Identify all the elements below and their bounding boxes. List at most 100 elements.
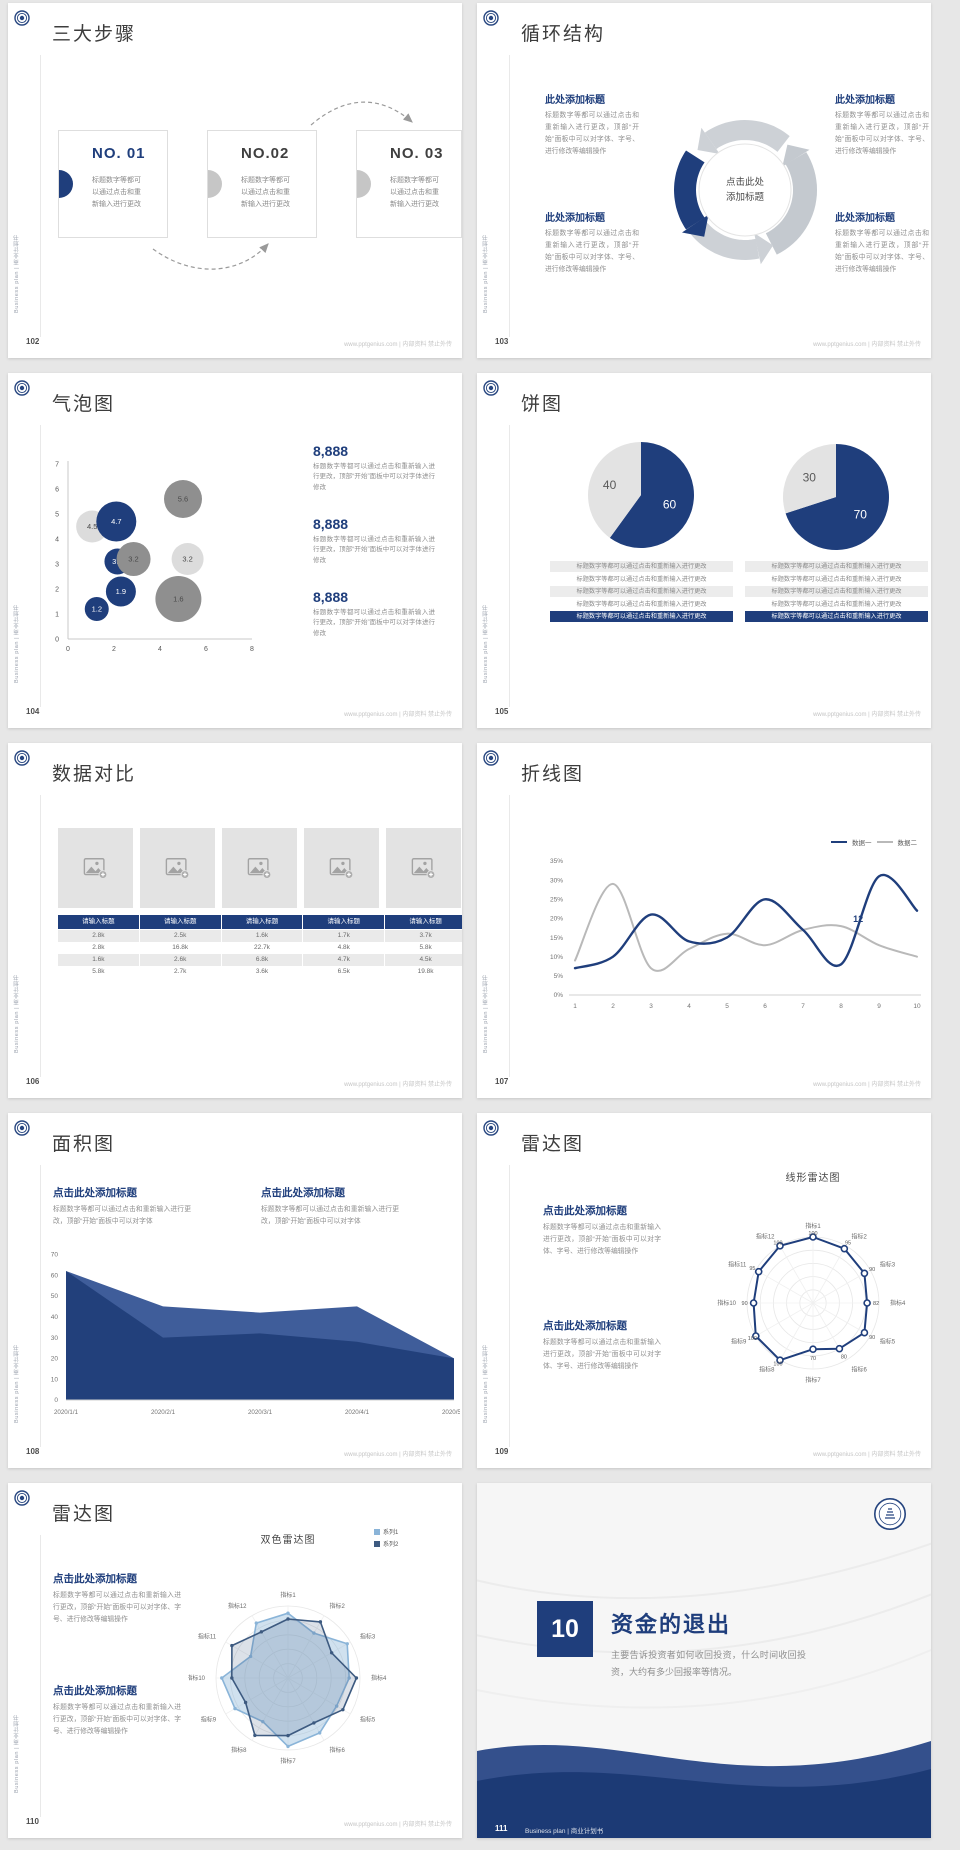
list-item: 标题数字等都可以通过点击和重新输入进行更改	[745, 586, 928, 597]
text-block: 此处添加标题 标题数字等都可以通过点击和重新输入进行更改，顶部“开始”面板中可以…	[835, 91, 929, 158]
section-title: 资金的退出	[611, 1612, 732, 1637]
text-block: 点击此处添加标题 标题数字等都可以通过点击和重新输入进行更改，顶部“开始”面板中…	[261, 1185, 411, 1228]
page-number: 103	[495, 337, 509, 346]
stat-value: 8,888	[313, 589, 349, 605]
radar-value: 95	[845, 1240, 851, 1246]
radar-value: 100	[748, 1336, 757, 1342]
sidebar-label: Business plan | 商业计划书	[483, 234, 489, 313]
radar-spoke	[812, 1269, 871, 1304]
divider	[40, 1165, 41, 1447]
cycle-center-line1: 点击此处	[725, 177, 764, 188]
pie-slice	[609, 442, 694, 548]
block-body: 标题数字等都可以通过点击和重新输入进行更改，顶部“开始”面板中可以对字体、字号、…	[545, 230, 639, 274]
text-block: 点击此处添加标题 标题数字等都可以通过点击和重新输入进行更改，顶部“开始”面板中…	[53, 1185, 203, 1228]
half-circle	[208, 170, 222, 198]
legend-label: 数据二	[897, 840, 918, 847]
slide-106: Business plan | 商业计划书 数据对比 请输入标题 请输入标题 请…	[8, 743, 462, 1098]
block-body: 标题数字等都可以通过点击和重新输入进行更改，顶部“开始”面板中可以对字体、字号、…	[835, 230, 929, 274]
axis-tick: 2020/5/1	[442, 1409, 460, 1416]
radar-point	[233, 1706, 237, 1711]
step-number: NO. 01	[92, 145, 146, 162]
footer-site-text: www.pptgenius.com | 内部资料 禁止外传	[813, 1452, 921, 1458]
page-title: 饼图	[521, 394, 564, 415]
radar-point	[286, 1617, 290, 1621]
bubble-label: 4.7	[111, 517, 121, 526]
radar-spoke	[251, 1677, 289, 1741]
cycle-arrowhead	[697, 127, 720, 154]
block-body: 标题数字等都可以通过点击和重新输入进行更改，顶部“开始”面板中可以对字体、字号、…	[543, 1339, 661, 1371]
bubble-label: 1.6	[173, 595, 183, 604]
axis-tick: 0	[66, 646, 70, 653]
block-heading: 点击此处添加标题	[53, 1573, 137, 1585]
legend-swatch-series2	[876, 840, 893, 844]
footer-brand: Business plan | 商业计划书	[525, 1828, 604, 1835]
stat-value: 8,888	[313, 443, 349, 459]
cycle-arrow	[704, 119, 790, 152]
axis-tick: 7	[801, 1003, 805, 1010]
radar-axis-label: 指标12	[756, 1232, 775, 1240]
stat-block: 8,888 标题数字等都可以通过点击和重新输入进行更改，顶部“开始”面板中可以对…	[313, 516, 448, 566]
sidebar-label: Business plan | 商业计划书	[14, 974, 20, 1053]
block-body: 标题数字等都可以通过点击和重新输入进行更改，顶部“开始”面板中可以对字体	[53, 1206, 191, 1226]
text-block: 点击此处添加标题 标题数字等都可以通过点击和重新输入进行更改，顶部“开始”面板中…	[543, 1203, 661, 1258]
list-item-highlight: 标题数字等都可以通过点击和重新输入进行更改	[745, 611, 928, 622]
list-item: 标题数字等都可以通过点击和重新输入进行更改	[771, 575, 902, 583]
radar-point	[860, 1328, 869, 1337]
legend-swatch-series1	[374, 1528, 380, 1535]
step-card-1: NO. 01 标题数字等都可以通过点击和重新输入进行更改	[58, 130, 168, 238]
radar-axis-label: 指标6	[852, 1366, 868, 1374]
axis-tick: 25%	[550, 897, 563, 904]
divider	[509, 795, 510, 1077]
slide-110: Business plan | 商业计划书 雷达图 点击此处添加标题 标题数字等…	[8, 1483, 462, 1838]
radar-point	[754, 1267, 763, 1276]
divider	[40, 1535, 41, 1817]
axis-tick: 2020/1/1	[54, 1409, 79, 1416]
radar-value: 82	[873, 1301, 879, 1307]
axis-tick: 2020/2/1	[151, 1409, 176, 1416]
radar-value: 80	[841, 1355, 847, 1361]
page-number: 107	[495, 1077, 509, 1086]
logo-icon	[14, 1120, 30, 1136]
step-card-3: NO. 03 标题数字等都可以通过点击和重新输入进行更改	[356, 130, 462, 238]
sidebar-label: Business plan | 商业计划书	[483, 974, 489, 1053]
image-placeholder	[304, 828, 379, 908]
text-block: 点击此处添加标题 标题数字等都可以通过点击和重新输入进行更改，顶部“开始”面板中…	[53, 1571, 181, 1626]
chart-legend: 系列1	[374, 1527, 398, 1536]
logo-icon	[483, 10, 499, 26]
table-cell: 1.7k	[303, 930, 385, 942]
block-body: 标题数字等都可以通过点击和重新输入进行更改，顶部“开始”面板中可以对字体、字号、…	[835, 112, 929, 156]
radar-spoke	[755, 1302, 814, 1337]
pie-label: 30	[803, 471, 817, 485]
table-cell: 19.8k	[417, 968, 434, 975]
block-heading: 此处添加标题	[545, 213, 605, 224]
radar-axis-label: 指标7	[280, 1757, 296, 1765]
radar-spoke	[251, 1615, 289, 1679]
image-placeholder	[58, 828, 133, 908]
table-cell: 2.8k	[92, 944, 105, 951]
radar-value: 70	[810, 1356, 816, 1362]
legend-label: 系列1	[383, 1530, 399, 1536]
block-heading: 点击此处添加标题	[543, 1205, 627, 1217]
axis-tick: 4	[55, 536, 59, 543]
section-number-badge: 10	[537, 1601, 593, 1657]
table-row: 5.8k 2.7k 3.6k 6.5k 19.8k	[58, 966, 462, 978]
radar-value: 95	[749, 1266, 755, 1272]
step-body: 标题数字等都可以通过点击和重新输入进行更改	[92, 177, 141, 208]
axis-tick: 6	[763, 1003, 767, 1010]
table-cell: 1.6k	[58, 954, 139, 966]
logo-icon	[874, 1498, 906, 1530]
picture-add-icon	[411, 857, 435, 879]
legend-label: 数据一	[852, 840, 872, 847]
step-body: 标题数字等都可以通过点击和重新输入进行更改	[241, 177, 290, 208]
radar-axis-label: 指标4	[890, 1299, 906, 1307]
axis-tick: 8	[839, 1003, 843, 1010]
divider	[40, 425, 41, 707]
bubble	[116, 542, 151, 576]
cycle-center-line2: 添加标题	[725, 192, 764, 204]
radar-point	[243, 1700, 248, 1705]
circular-arrows-icon	[673, 119, 818, 265]
bubble-label: 3.2	[128, 555, 138, 564]
page-number: 102	[26, 337, 40, 346]
